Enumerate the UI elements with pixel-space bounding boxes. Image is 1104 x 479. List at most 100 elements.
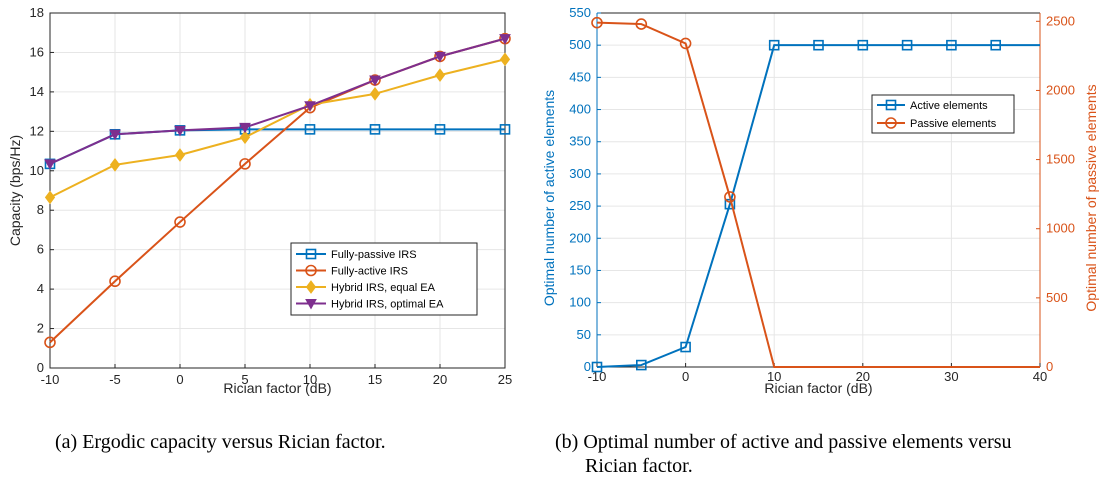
left-y-tick-label: 500 <box>569 37 591 52</box>
y-axis-label: Capacity (bps/Hz) <box>7 135 23 246</box>
right-y-axis-label: Optimal number of passive elements <box>1083 84 1099 311</box>
data-point <box>44 159 56 170</box>
x-tick-label: 0 <box>682 369 689 384</box>
x-tick-label: 30 <box>944 369 958 384</box>
x-tick-label: -5 <box>109 372 121 387</box>
data-point <box>724 191 736 203</box>
data-point <box>109 158 121 172</box>
legend-entry: Fully-passive IRS <box>331 249 417 261</box>
plot-area <box>597 13 1040 367</box>
x-tick-label: 10 <box>767 369 781 384</box>
left-y-tick-label: 200 <box>569 230 591 245</box>
series-line-4 <box>49 37 506 165</box>
data-point <box>174 148 186 162</box>
data-point <box>174 125 186 137</box>
y-tick-label: 10 <box>30 163 44 178</box>
legend-marker <box>305 280 317 294</box>
x-tick-label: 20 <box>856 369 870 384</box>
legend-marker <box>305 264 317 277</box>
left-y-tick-label: 550 <box>569 5 591 20</box>
right-y-tick-label: 2500 <box>1046 13 1075 28</box>
x-tick-label: 20 <box>433 372 447 387</box>
data-point <box>591 361 603 373</box>
left-y-tick-label: 150 <box>569 262 591 277</box>
left-y-tick-label: 350 <box>569 134 591 149</box>
left-y-tick-label: 450 <box>569 69 591 84</box>
data-point <box>901 39 913 51</box>
data-point <box>44 190 56 205</box>
data-point <box>857 39 869 51</box>
caption-b: (b) Optimal number of active and passive… <box>555 430 1104 478</box>
y-tick-label: 8 <box>37 202 44 217</box>
data-point <box>304 124 316 135</box>
legend-entry: Hybrid IRS, optimal EA <box>331 299 444 311</box>
y-tick-label: 16 <box>30 44 44 59</box>
y-tick-label: 0 <box>37 360 44 375</box>
data-point <box>636 359 647 371</box>
data-point <box>109 275 121 288</box>
x-axis-label: Rician factor (dB) <box>764 380 872 396</box>
left-y-axis-label: Optimal number of active elements <box>541 90 557 306</box>
data-point <box>369 124 381 135</box>
data-point <box>434 124 446 135</box>
data-point <box>813 39 824 51</box>
x-tick-label: 0 <box>176 372 183 387</box>
x-axis-label: Rician factor (dB) <box>223 380 331 396</box>
data-point <box>239 130 251 145</box>
legend-marker <box>885 117 897 129</box>
data-point <box>239 158 251 170</box>
series-line-2 <box>596 21 1040 368</box>
data-point <box>499 124 511 135</box>
right-y-tick-label: 1500 <box>1046 152 1075 167</box>
data-point <box>304 101 316 112</box>
data-point <box>768 39 780 51</box>
right-y-tick-label: 0 <box>1046 359 1053 374</box>
data-point <box>990 39 1002 51</box>
data-point <box>434 68 446 82</box>
data-point <box>499 34 511 45</box>
x-tick-label: 25 <box>498 372 512 387</box>
data-point <box>680 341 691 353</box>
legend-entry: Active elements <box>910 100 988 112</box>
right-y-tick-label: 1000 <box>1046 221 1075 236</box>
data-point <box>591 16 603 29</box>
caption-a: (a) Ergodic capacity versus Rician facto… <box>55 431 386 453</box>
left-y-tick-label: 0 <box>584 359 591 374</box>
legend-entry: Fully-active IRS <box>331 266 408 278</box>
legend-marker <box>885 99 897 111</box>
caption-b-line1: (b) Optimal number of active and passive… <box>555 431 1012 453</box>
legend-marker <box>305 248 317 260</box>
data-point <box>369 87 381 101</box>
x-tick-label: 40 <box>1033 369 1047 384</box>
y-tick-label: 2 <box>37 321 44 336</box>
left-y-tick-label: 100 <box>569 295 591 310</box>
y-tick-label: 18 <box>30 5 44 20</box>
right-y-tick-label: 2000 <box>1046 82 1075 97</box>
data-point <box>499 52 511 67</box>
caption-b-line2: Rician factor. <box>585 455 693 477</box>
x-tick-label: 10 <box>303 372 317 387</box>
y-tick-label: 4 <box>37 281 44 296</box>
x-tick-label: -10 <box>588 369 607 384</box>
data-point <box>174 216 186 228</box>
x-tick-label: 5 <box>241 372 248 387</box>
x-tick-label: -10 <box>41 372 60 387</box>
capacity-chart: -10 -5 0 5 10 15 20 25 0 2 4 6 8 10 12 14 16 18 Rician fac… <box>7 5 512 396</box>
legend-entry: Hybrid IRS, equal EA <box>331 282 436 294</box>
series-line-1 <box>596 44 1040 368</box>
data-point <box>109 129 121 141</box>
x-tick-label: 15 <box>368 372 382 387</box>
legend-marker <box>305 299 317 310</box>
data-point <box>635 18 648 30</box>
y-tick-label: 6 <box>37 242 44 257</box>
data-point <box>946 39 957 51</box>
left-y-tick-label: 50 <box>577 327 591 342</box>
plot-frame <box>49 12 506 369</box>
right-y-tick-label: 500 <box>1046 290 1068 305</box>
y-tick-label: 14 <box>30 84 44 99</box>
series-line-3 <box>49 58 506 199</box>
left-y-tick-label: 400 <box>569 102 591 117</box>
elements-chart: -10 0 10 20 30 400501001502002503003504004505… <box>541 5 1099 396</box>
legend-entry: Passive elements <box>910 118 997 130</box>
y-tick-label: 12 <box>30 123 44 138</box>
